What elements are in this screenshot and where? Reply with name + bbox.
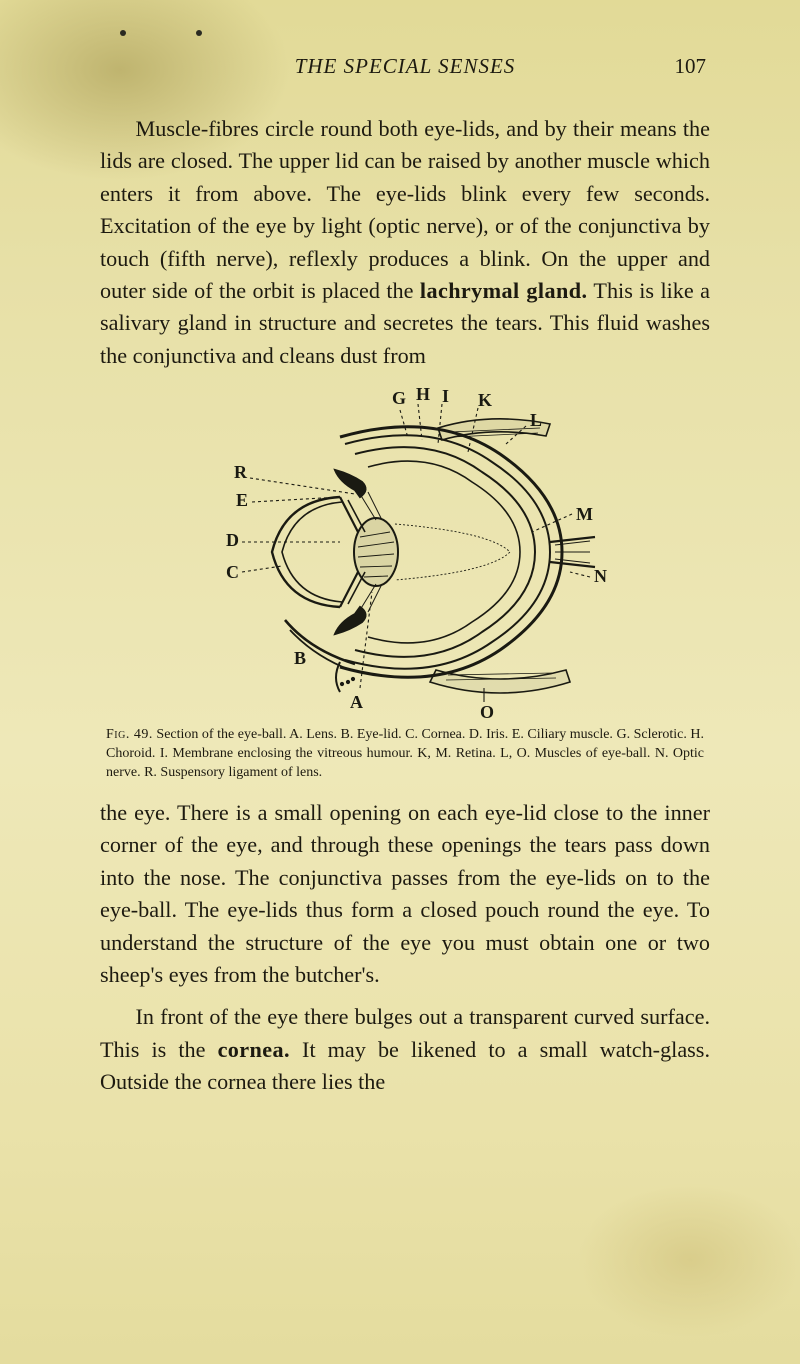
scan-artifacts	[100, 30, 710, 36]
fig-label-D: D	[226, 530, 239, 550]
fig-label-L: L	[530, 410, 542, 430]
fig-label-K: K	[478, 390, 492, 410]
fig-label-N: N	[594, 566, 607, 586]
p1-text-a: Muscle-fibres circle round both eye-lids…	[100, 116, 710, 303]
page-number: 107	[660, 54, 706, 79]
paragraph-2: the eye. There is a small opening on eac…	[100, 797, 710, 991]
paragraph-3: In front of the eye there bulges out a t…	[100, 1001, 710, 1098]
fig-label-M: M	[576, 504, 593, 524]
figure-49-caption: Fig. 49. Section of the eye-ball. A. Len…	[106, 726, 704, 783]
running-head: THE SPECIAL SENSES 107	[104, 54, 706, 79]
fig-label-H: H	[416, 384, 430, 404]
fig-label-G: G	[392, 388, 406, 408]
fig-label-I: I	[442, 386, 449, 406]
figure-49-svg: G H I K L R E D C B A M N O	[190, 382, 620, 722]
fig-label-O: O	[480, 702, 494, 722]
running-title: THE SPECIAL SENSES	[150, 54, 660, 79]
figure-49: G H I K L R E D C B A M N O	[100, 382, 710, 722]
p1-bold-lachrymal: lachrymal gland.	[420, 278, 588, 303]
p3-bold-cornea: cornea.	[218, 1037, 290, 1062]
fig-label-R: R	[234, 462, 248, 482]
paragraph-1: Muscle-fibres circle round both eye-lids…	[100, 113, 710, 372]
page: THE SPECIAL SENSES 107 Muscle-fibres cir…	[0, 0, 800, 1364]
fig-label-B: B	[294, 648, 306, 668]
fig-label-A: A	[350, 692, 363, 712]
caption-rest: Section of the eye-ball. A. Lens. B. Eye…	[106, 727, 704, 780]
fig-label-C: C	[226, 562, 239, 582]
caption-fig-label: Fig. 49.	[106, 727, 153, 742]
fig-label-E: E	[236, 490, 248, 510]
